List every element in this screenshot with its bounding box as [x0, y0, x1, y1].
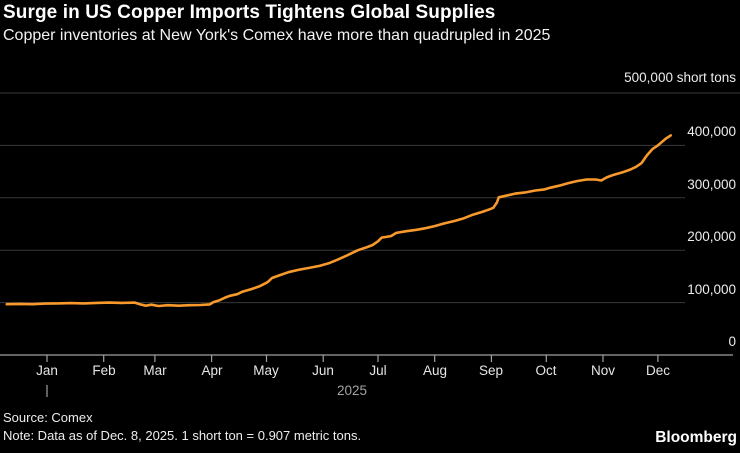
- x-axis-label-Oct: Oct: [535, 363, 557, 378]
- inventory-series-line: [5, 134, 673, 308]
- y-axis-label-200,000: 200,000: [687, 229, 736, 244]
- x-axis-label-Nov: Nov: [590, 363, 616, 378]
- chart-subtitle: Copper inventories at New York's Comex h…: [3, 27, 551, 44]
- y-axis-label-100,000: 100,000: [687, 282, 736, 297]
- x-axis-label-May: May: [253, 363, 279, 378]
- bloomberg-logo: Bloomberg: [655, 429, 737, 446]
- x-axis-label-Feb: Feb: [92, 363, 116, 378]
- x-axis-label-Jun: Jun: [312, 363, 334, 378]
- x-axis-label-Aug: Aug: [422, 363, 448, 378]
- y-axis-label-400,000: 400,000: [687, 124, 736, 139]
- x-axis-label-Dec: Dec: [645, 363, 671, 378]
- chart-title: Surge in US Copper Imports Tightens Glob…: [3, 2, 496, 23]
- y-axis-label-300,000: 300,000: [687, 177, 736, 192]
- x-axis-label-Sep: Sep: [478, 363, 504, 378]
- x-axis-label-Jan: Jan: [36, 363, 58, 378]
- y-axis-unit-label: 500,000 short tons: [624, 70, 736, 85]
- y-axis-label-0: 0: [728, 334, 736, 349]
- x-axis-year-label: 2025: [336, 383, 368, 398]
- source-line: Source: Comex: [3, 410, 93, 425]
- x-axis-label-Mar: Mar: [143, 363, 167, 378]
- x-axis-label-Apr: Apr: [201, 363, 223, 378]
- note-line: Note: Data as of Dec. 8, 2025. 1 short t…: [3, 428, 362, 443]
- x-axis-label-Jul: Jul: [369, 363, 387, 378]
